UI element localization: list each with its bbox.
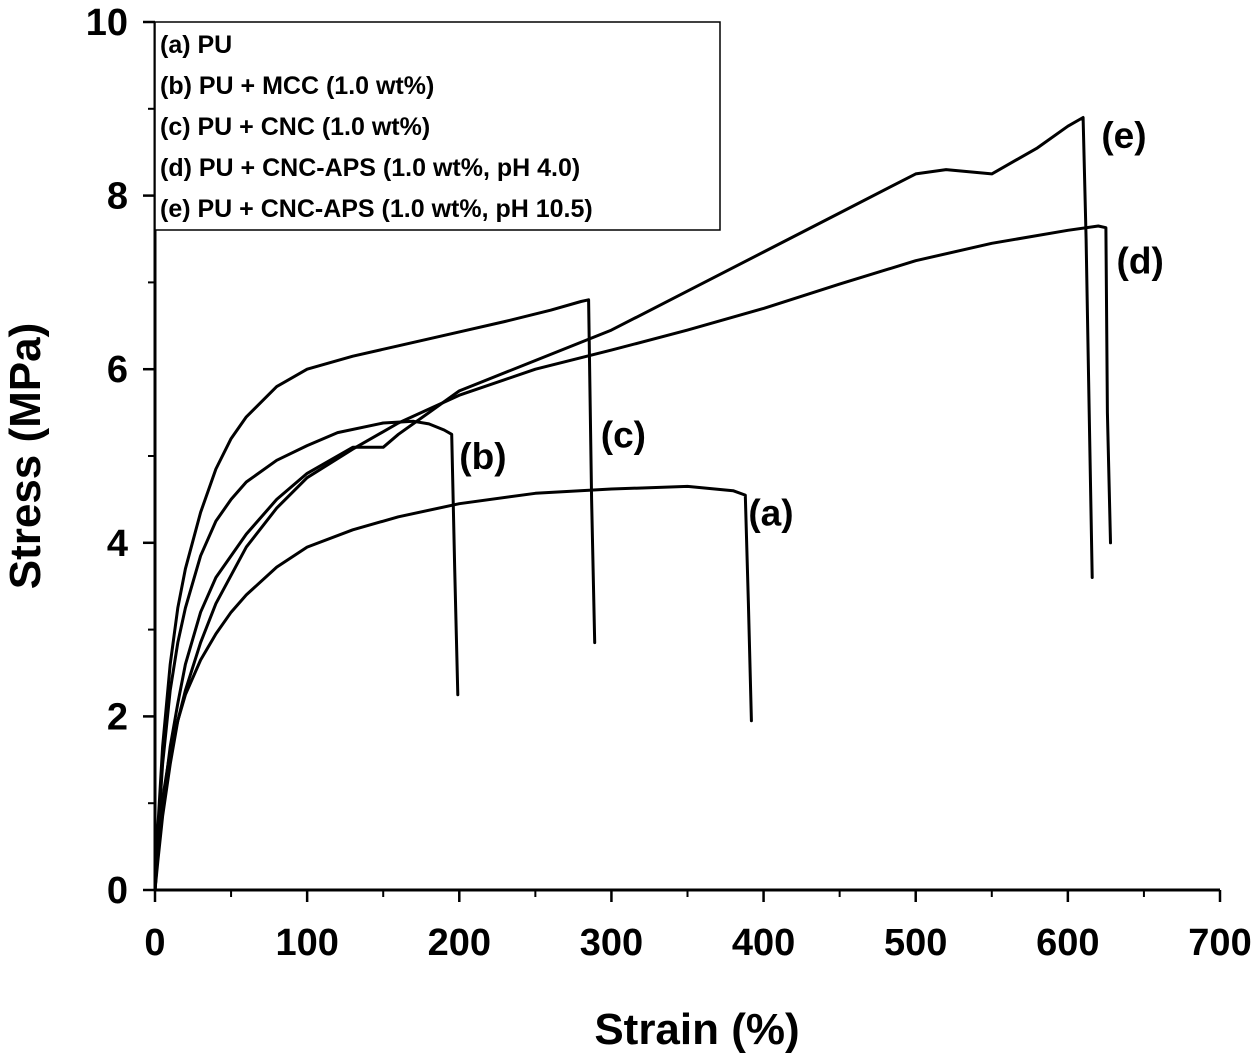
x-tick-label: 700 — [1188, 922, 1251, 964]
series-label-d: (d) — [1117, 241, 1164, 282]
legend: (a) PU (b) PU + MCC (1.0 wt%) (c) PU + C… — [154, 21, 721, 231]
x-tick-label: 400 — [732, 922, 795, 964]
series-line-d — [153, 224, 1112, 892]
series-line-b — [153, 419, 460, 892]
y-tick-label: 4 — [107, 523, 128, 565]
x-tick-label: 600 — [1036, 922, 1099, 964]
series-curves — [153, 116, 1112, 892]
x-tick-label: 0 — [144, 922, 165, 964]
series-label-e: (e) — [1101, 115, 1146, 156]
y-tick-label: 0 — [107, 870, 128, 912]
legend-entry-c: (c) PU + CNC (1.0 wt%) — [160, 113, 430, 141]
y-tick-label: 6 — [107, 349, 128, 391]
legend-entry-e: (e) PU + CNC-APS (1.0 wt%, pH 10.5) — [160, 195, 593, 223]
axis-tick-labels: 0 100 200 300 400 500 600 700 0 2 4 6 8 10 — [86, 2, 1252, 964]
axis-ticks — [143, 20, 1222, 902]
y-tick-label: 8 — [107, 176, 128, 218]
y-tick-label: 2 — [107, 696, 128, 738]
legend-box — [154, 21, 721, 231]
series-label-b: (b) — [459, 436, 506, 477]
x-tick-label: 100 — [275, 922, 338, 964]
series-label-c: (c) — [601, 414, 646, 455]
legend-entry-a: (a) PU — [160, 31, 232, 59]
x-tick-label: 300 — [580, 922, 643, 964]
x-axis-title: Strain (%) — [594, 1005, 799, 1054]
y-axis-title: Stress (MPa) — [1, 323, 50, 590]
series-curve-labels: (a) (b) (c) (d) (e) — [459, 115, 1164, 534]
y-tick-label: 10 — [86, 2, 128, 44]
series-line-c — [153, 298, 597, 892]
x-tick-label: 500 — [884, 922, 947, 964]
series-line-e — [153, 116, 1094, 892]
legend-entry-b: (b) PU + MCC (1.0 wt%) — [160, 72, 434, 100]
legend-entry-d: (d) PU + CNC-APS (1.0 wt%, pH 4.0) — [160, 154, 580, 182]
x-tick-label: 200 — [428, 922, 491, 964]
series-label-a: (a) — [748, 492, 793, 533]
